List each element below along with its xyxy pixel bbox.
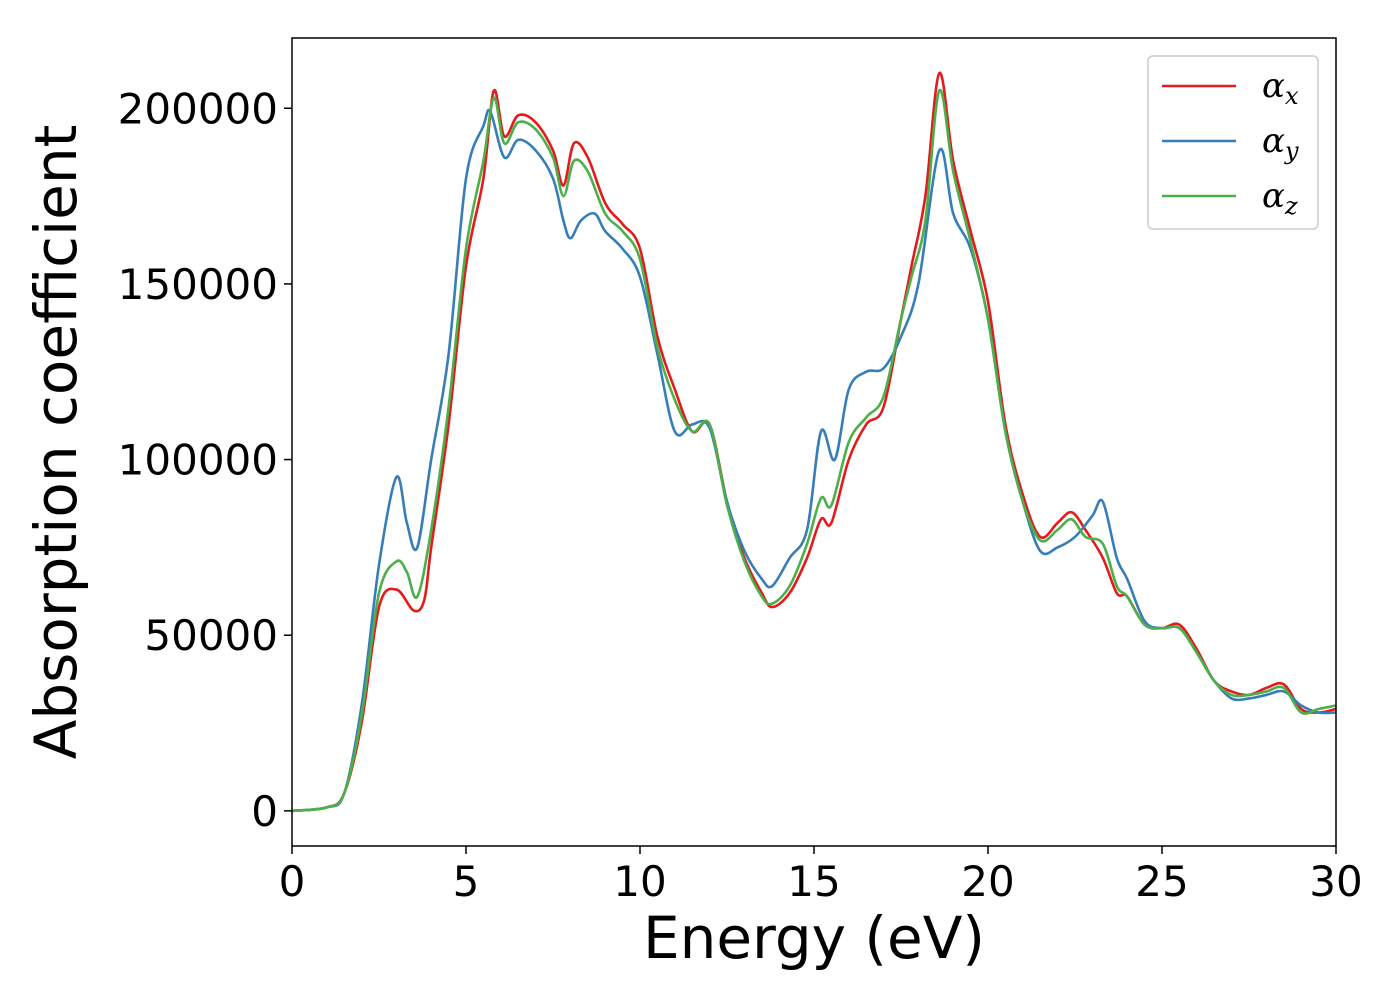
series-line-z [291, 88, 1337, 813]
y-tick-label: 150000 [118, 260, 278, 309]
x-tick-label: 20 [961, 857, 1014, 906]
y-axis: 0 50000 100000 150000 200000 [118, 84, 292, 836]
series-layer [291, 71, 1337, 813]
legend-box [1147, 55, 1319, 230]
x-tick-label: 30 [1309, 857, 1362, 906]
x-tick-label: 25 [1135, 857, 1188, 906]
x-axis: 0 5 10 15 20 25 30 [279, 846, 1363, 906]
legend-label-y: αy [1262, 121, 1299, 165]
x-tick-label: 0 [279, 857, 306, 906]
x-tick-label: 15 [787, 857, 840, 906]
legend-label-x: αx [1262, 66, 1299, 110]
x-tick-label: 10 [613, 857, 666, 906]
y-axis-title: Absorption coefficient [22, 125, 90, 760]
y-tick-label: 50000 [144, 611, 278, 660]
x-tick-label: 5 [453, 857, 480, 906]
x-axis-title: Energy (eV) [643, 904, 985, 972]
y-tick-label: 200000 [118, 84, 278, 133]
series-line-y [291, 108, 1337, 813]
y-tick-label: 0 [251, 787, 278, 836]
y-tick-label: 100000 [118, 436, 278, 485]
